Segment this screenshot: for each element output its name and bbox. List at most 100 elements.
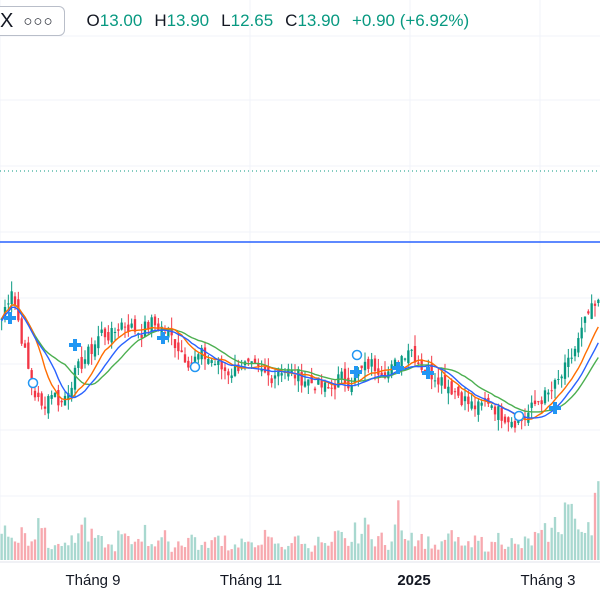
- candle-body: [87, 346, 90, 364]
- candle: [387, 366, 390, 383]
- volume-bar: [300, 543, 303, 560]
- ohlc-close: C13.90: [285, 11, 340, 30]
- volume-bar: [293, 536, 297, 560]
- candle: [477, 399, 480, 422]
- candle-body: [203, 347, 207, 360]
- candle: [93, 340, 97, 361]
- marker-cross-icon: [157, 332, 169, 344]
- candle: [107, 325, 110, 345]
- candle-body: [147, 321, 150, 330]
- symbol-box[interactable]: X ○○○: [0, 6, 65, 36]
- marker-cross-icon: [549, 402, 561, 414]
- volume-bar: [123, 533, 127, 560]
- candle: [77, 358, 80, 375]
- candle-body: [293, 375, 297, 379]
- candle: [560, 374, 563, 388]
- candle-body: [467, 396, 470, 405]
- candle-body: [300, 371, 303, 386]
- volume-bar: [323, 543, 327, 560]
- volume-bar: [77, 533, 80, 560]
- volume-bar: [297, 535, 300, 560]
- more-horizontal-icon[interactable]: ○○○: [23, 12, 54, 30]
- volume-bar: [170, 551, 173, 560]
- candle-body: [507, 417, 510, 423]
- candle-body: [247, 358, 250, 362]
- candle-body: [450, 381, 453, 395]
- volume-bar: [223, 535, 227, 560]
- candle-body: [393, 359, 397, 368]
- volume-bar: [117, 530, 120, 560]
- volume-bar: [107, 544, 110, 560]
- candle-body: [313, 388, 317, 391]
- candle: [90, 337, 93, 365]
- candle-body: [547, 392, 550, 395]
- candle: [347, 367, 350, 391]
- volume-bar: [50, 549, 53, 560]
- candle-body: [103, 328, 107, 338]
- volume-bar: [413, 546, 417, 560]
- volume-bar: [557, 532, 560, 560]
- volume-bar: [73, 542, 77, 560]
- volume-bar: [457, 537, 460, 560]
- candle-body: [303, 381, 307, 387]
- volume-bar: [37, 518, 40, 560]
- volume-bar: [190, 534, 193, 560]
- candle: [493, 403, 497, 422]
- candle-body: [330, 387, 333, 389]
- candle: [267, 358, 270, 386]
- volume-bar: [150, 544, 153, 560]
- candle: [470, 393, 473, 411]
- ma-blue-line: [1, 306, 599, 419]
- candle: [63, 391, 67, 406]
- candle: [23, 339, 27, 348]
- volume-bar: [290, 543, 293, 560]
- candle-body: [217, 360, 220, 366]
- candle: [193, 348, 197, 363]
- candle: [503, 414, 507, 425]
- candle-body: [213, 364, 217, 366]
- candle-body: [267, 367, 270, 376]
- volume-bar: [273, 543, 277, 560]
- volume-bar: [337, 530, 340, 560]
- candle-body: [150, 317, 153, 332]
- candle: [117, 323, 120, 337]
- volume-bar: [470, 547, 473, 560]
- volume-bar: [580, 531, 583, 560]
- candle-body: [33, 390, 37, 398]
- candle: [143, 315, 147, 338]
- volume-bar: [330, 541, 333, 560]
- volume-bar: [500, 544, 503, 560]
- volume-bar: [23, 533, 27, 560]
- candle-body: [380, 372, 383, 376]
- volume-bar: [540, 529, 543, 560]
- volume-bar: [307, 548, 310, 560]
- volume-bar: [567, 504, 570, 560]
- candle: [113, 327, 117, 342]
- candle-body: [183, 354, 187, 363]
- candle: [240, 359, 243, 371]
- volume-bar: [230, 549, 233, 560]
- volume-bar: [550, 527, 553, 560]
- volume-bar: [110, 544, 113, 560]
- candle-body: [423, 370, 427, 372]
- volume-bar: [327, 545, 330, 560]
- candle-body: [440, 377, 443, 386]
- ma-green-line: [1, 304, 599, 413]
- volume-bar: [220, 545, 223, 560]
- candle: [367, 356, 370, 373]
- candle: [293, 364, 297, 386]
- candle-body: [433, 380, 437, 382]
- candle: [340, 367, 343, 385]
- volume-bar: [427, 536, 430, 560]
- volume-bar: [163, 530, 167, 560]
- candle: [247, 357, 250, 366]
- volume-bar: [533, 531, 537, 560]
- volume-bar: [317, 536, 320, 560]
- candle-body: [257, 363, 260, 366]
- candle-body: [97, 336, 100, 349]
- volume-bar: [153, 546, 157, 560]
- candle-body: [260, 369, 263, 372]
- ohlc-open: O13.00: [86, 11, 143, 30]
- volume-bar: [467, 541, 470, 560]
